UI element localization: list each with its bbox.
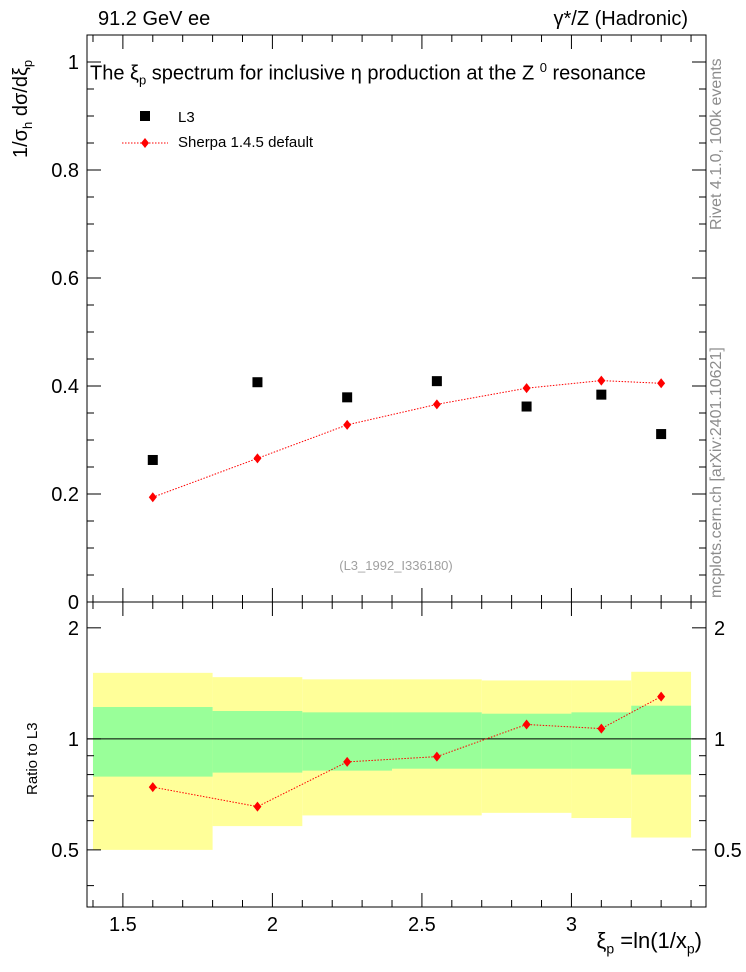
main-ytick-label: 0.8 [51,160,79,182]
ratio-panel: 1.5 2 2.5 3 0.5 0.5 1 1 2 2 [51,601,742,936]
main-ytick-label: 1 [68,52,79,74]
ratio-point [253,801,262,812]
ratio-frame [86,601,707,908]
band-green-0 [92,707,213,777]
band-green-5 [571,712,632,769]
process-label: γ*/Z (Hadronic) [553,8,688,30]
l3-point [431,376,442,387]
ratio-ytick-label-right: 0.5 [714,840,742,862]
main-panel: 0 0.2 0.4 0.6 0.8 1 [51,34,707,614]
legend-marker-sherpa [141,138,149,148]
legend: L3 Sherpa 1.4.5 default [122,109,314,151]
ratio-ytick-label-right: 1 [714,729,725,751]
l3-point [342,392,353,403]
ratio-ytick-label: 0.5 [51,840,79,862]
ratio-ytick-label: 1 [68,729,79,751]
legend-label-sherpa: Sherpa 1.4.5 default [178,134,314,151]
sherpa-point [148,492,157,503]
sherpa-point [343,419,352,430]
x-axis-label: ξp =ln(1/xp) [596,928,702,957]
main-ytick-label: 0 [68,592,79,614]
l3-point [656,429,667,440]
xtick-label: 2 [267,914,278,936]
watermark: (L3_1992_I336180) [339,558,453,573]
l3-point [252,377,263,388]
sherpa-point [657,378,666,389]
sherpa-point [253,453,262,464]
ratio-point [657,691,666,702]
l3-point [521,401,532,412]
ratio-ytick-label: 2 [68,618,79,640]
band-green-6 [631,705,692,775]
sherpa-point [522,383,531,394]
chart-title: The ξp spectrum for inclusive η producti… [90,60,646,88]
l3-point [147,454,158,465]
ratio-point [432,751,441,762]
xtick-label: 3 [566,914,577,936]
sherpa-point [597,375,606,386]
main-ytick-label: 0.4 [51,376,79,398]
energy-label: 91.2 GeV ee [98,8,211,30]
legend-label-l3: L3 [178,109,195,126]
ratio-point [343,756,352,767]
sherpa-line [152,380,662,498]
xtick-label: 1.5 [109,914,137,936]
legend-marker-l3 [140,111,150,121]
ratio-ytick-label-right: 2 [714,618,725,640]
xtick-label: 2.5 [408,914,436,936]
main-ytick-label: 0.6 [51,268,79,290]
band-green-1 [212,710,303,773]
ratio-point [522,719,531,730]
ratio-point [597,723,606,734]
l3-point [596,389,607,400]
main-ytick-label: 0.2 [51,484,79,506]
ratio-point [148,782,157,793]
sherpa-point [432,399,441,410]
